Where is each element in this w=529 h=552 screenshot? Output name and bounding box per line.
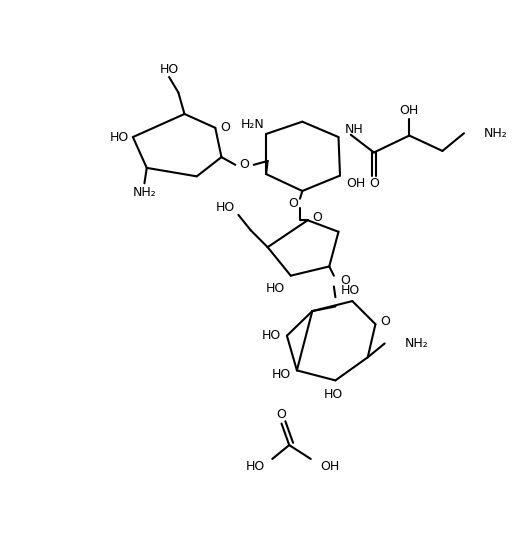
Text: HO: HO	[110, 131, 129, 144]
Text: O: O	[340, 274, 350, 287]
Text: HO: HO	[245, 460, 264, 473]
Text: HO: HO	[216, 200, 235, 214]
Text: O: O	[220, 121, 230, 134]
Text: HO: HO	[261, 329, 281, 342]
Text: O: O	[240, 158, 250, 171]
Text: NH: NH	[345, 123, 363, 136]
Text: NH₂: NH₂	[133, 186, 157, 199]
Text: OH: OH	[400, 104, 419, 118]
Text: OH: OH	[346, 177, 366, 190]
Text: O: O	[369, 177, 379, 190]
Text: O: O	[380, 315, 390, 328]
Text: HO: HO	[159, 63, 179, 76]
Text: NH₂: NH₂	[405, 337, 428, 350]
Text: HO: HO	[324, 388, 343, 401]
Text: OH: OH	[320, 460, 339, 473]
Text: O: O	[289, 197, 298, 210]
Text: NH₂: NH₂	[484, 127, 508, 140]
Text: O: O	[277, 408, 286, 421]
Text: HO: HO	[271, 368, 291, 381]
Text: O: O	[312, 211, 322, 224]
Text: H₂N: H₂N	[241, 118, 264, 131]
Text: HO: HO	[341, 284, 360, 297]
Text: HO: HO	[266, 282, 285, 295]
